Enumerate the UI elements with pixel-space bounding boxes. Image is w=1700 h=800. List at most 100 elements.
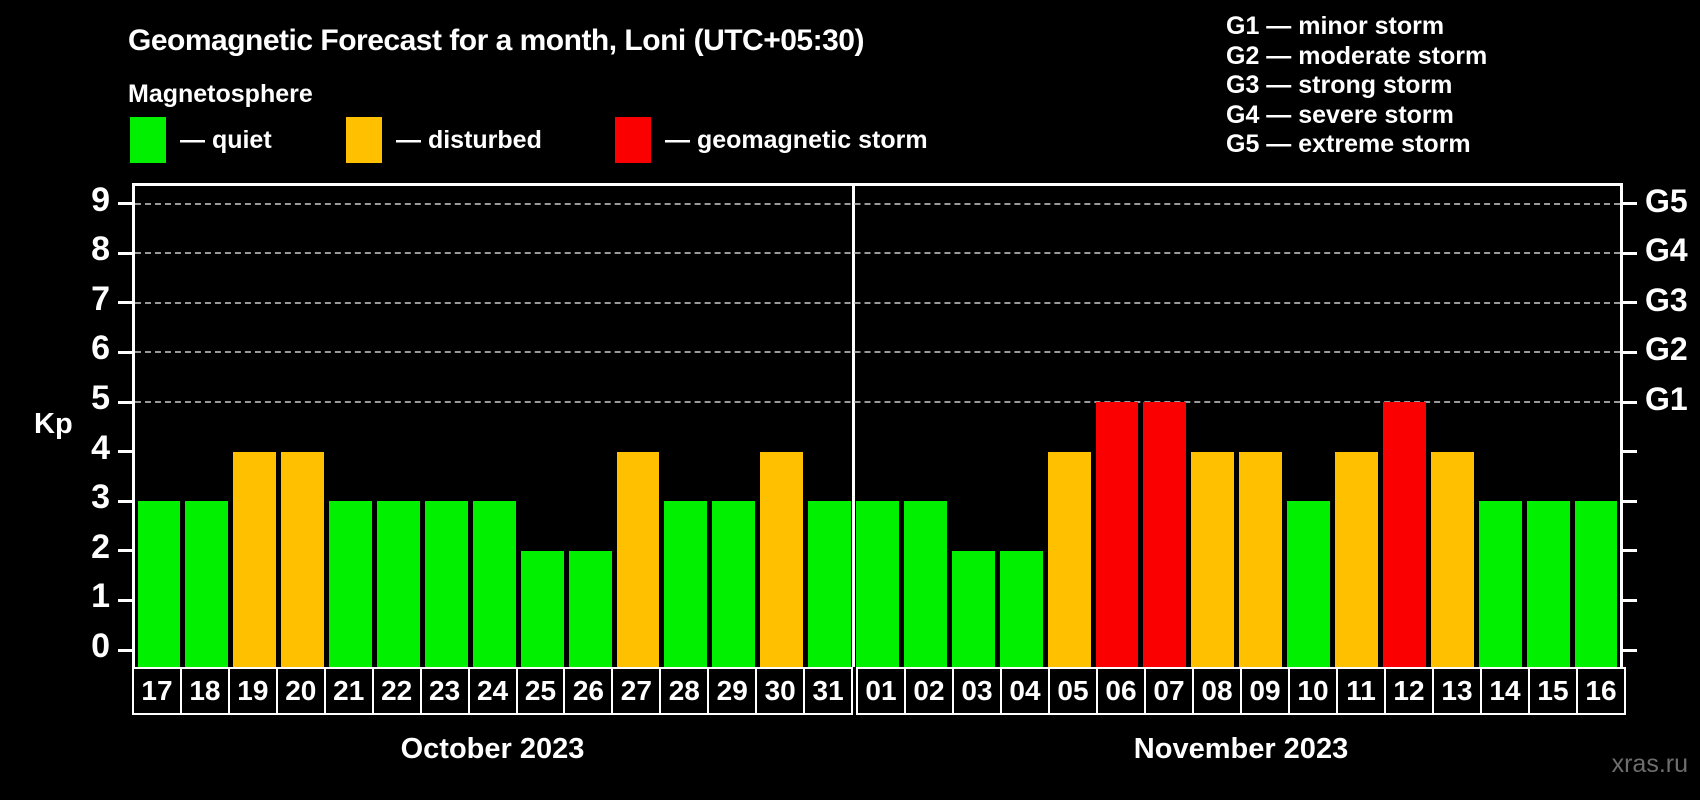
kp-axis-label: 4 <box>91 428 110 467</box>
kp-bar-nov-11 <box>1335 451 1378 667</box>
kp-axis-tick-left <box>118 251 132 255</box>
storm-legend-label: — geomagnetic storm <box>665 126 928 154</box>
kp-axis-tick-left <box>118 598 132 602</box>
kp-bar-nov-06 <box>1095 402 1139 667</box>
quiet-legend-label: — quiet <box>180 126 272 154</box>
kp-axis-label: 3 <box>91 478 110 517</box>
day-label: 29 <box>707 669 755 713</box>
disturbed-legend-label: — disturbed <box>396 126 542 154</box>
kp-axis-label: 0 <box>91 627 110 665</box>
kp-bar-nov-12 <box>1382 402 1426 667</box>
day-label: 13 <box>1432 669 1480 713</box>
kp-axis-tick-right <box>1623 251 1637 255</box>
g-axis-label-g1: G1 <box>1645 381 1688 417</box>
kp-bar-oct-21 <box>329 501 372 667</box>
kp-bar-oct-25 <box>520 550 564 667</box>
g-axis-label-g4: G4 <box>1645 232 1688 269</box>
plot-area <box>132 183 1623 667</box>
g-axis-label-g2: G2 <box>1645 331 1688 368</box>
kp-bar-oct-29 <box>712 501 756 667</box>
day-label: 27 <box>611 669 659 713</box>
storm-legend-swatch <box>615 117 651 163</box>
kp-axis-tick-right <box>1623 301 1637 305</box>
kp-axis-label: 1 <box>91 577 110 616</box>
day-label: 02 <box>904 669 952 713</box>
kp-axis-tick-right <box>1623 202 1637 206</box>
kp-axis-label: 5 <box>91 379 110 417</box>
g5-legend-line: G5 — extreme storm <box>1226 130 1471 158</box>
kp-bar-oct-22 <box>377 501 420 667</box>
day-label: 12 <box>1384 669 1432 713</box>
day-label: 06 <box>1096 669 1144 713</box>
kp-axis-tick-right <box>1623 549 1637 553</box>
kp-axis-tick-right <box>1623 648 1637 652</box>
kp-bar-nov-05 <box>1047 451 1091 667</box>
g-scale-legend: G1 — minor storm G2 — moderate storm G3 … <box>1226 12 1487 160</box>
kp-axis-label: 9 <box>91 180 110 219</box>
kp-axis-tick-left <box>118 549 132 553</box>
day-label: 05 <box>1048 669 1096 713</box>
gridline-kp5 <box>135 401 1620 403</box>
kp-bar-oct-31 <box>808 501 852 667</box>
day-label: 14 <box>1480 669 1528 713</box>
kp-bar-nov-03 <box>951 550 995 667</box>
kp-bar-oct-26 <box>568 550 612 667</box>
kp-axis-label: 8 <box>91 230 110 269</box>
day-label: 31 <box>803 669 851 713</box>
kp-bar-oct-28 <box>664 501 708 667</box>
kp-bar-nov-13 <box>1430 451 1474 667</box>
kp-bar-oct-18 <box>185 501 229 667</box>
kp-axis-tick-left <box>118 301 132 305</box>
gridline-kp9 <box>135 202 1620 205</box>
kp-bar-nov-09 <box>1239 451 1283 667</box>
kp-axis-tick-left <box>118 499 132 503</box>
kp-axis-tick-right <box>1623 598 1637 602</box>
kp-axis-tick-left <box>118 648 132 652</box>
page-title: Geomagnetic Forecast for a month, Loni (… <box>128 24 864 57</box>
day-label: 03 <box>952 669 1000 713</box>
g3-legend-line: G3 — strong storm <box>1226 71 1453 99</box>
day-label: 08 <box>1192 669 1240 713</box>
kp-bar-nov-14 <box>1478 501 1522 667</box>
day-label: 24 <box>467 669 516 713</box>
quiet-legend-swatch <box>130 117 166 163</box>
day-label: 21 <box>323 669 372 713</box>
kp-bar-nov-16 <box>1574 501 1618 667</box>
kp-axis-tick-left <box>118 450 132 454</box>
day-label: 28 <box>659 669 707 713</box>
kp-bar-nov-15 <box>1526 501 1570 667</box>
day-label: 11 <box>1336 669 1384 713</box>
kp-bar-oct-17 <box>137 501 181 667</box>
kp-axis-label: 2 <box>91 527 110 566</box>
g4-legend-line: G4 — severe storm <box>1226 100 1454 129</box>
kp-bar-nov-01 <box>856 501 899 667</box>
november-day-axis: 01 02 03 04 05 06 07 08 09 10 11 12 13 14 15 16 <box>856 667 1626 715</box>
gridline-kp8 <box>135 252 1620 255</box>
month-separator-line <box>852 186 856 667</box>
day-label: 16 <box>1576 669 1624 713</box>
gridline-kp7 <box>135 301 1620 304</box>
day-label: 07 <box>1144 669 1192 713</box>
g-axis-label-g5: G5 <box>1645 182 1688 219</box>
kp-axis-tick-right <box>1623 450 1637 454</box>
day-label: 25 <box>515 669 564 713</box>
day-label: 19 <box>227 669 276 713</box>
kp-bar-oct-30 <box>760 451 804 667</box>
day-label: 01 <box>865 675 897 706</box>
kp-bar-nov-08 <box>1191 451 1235 667</box>
kp-axis-label: 6 <box>91 329 110 368</box>
g-axis-label-g3: G3 <box>1645 281 1688 318</box>
day-label: 18 <box>179 669 228 713</box>
kp-axis-tick-left <box>118 400 132 404</box>
october-month-label: October 2023 <box>400 733 585 765</box>
kp-axis-label: 7 <box>91 279 110 318</box>
day-label: 30 <box>755 669 803 713</box>
g1-legend-line: G1 — minor storm <box>1226 12 1445 40</box>
kp-axis-tick-right <box>1623 499 1637 503</box>
xras-watermark: xras.ru <box>1611 750 1688 778</box>
day-label: 09 <box>1240 669 1288 713</box>
kp-bar-nov-07 <box>1143 402 1187 667</box>
kp-bar-nov-04 <box>999 550 1043 667</box>
day-label: 20 <box>275 669 324 713</box>
